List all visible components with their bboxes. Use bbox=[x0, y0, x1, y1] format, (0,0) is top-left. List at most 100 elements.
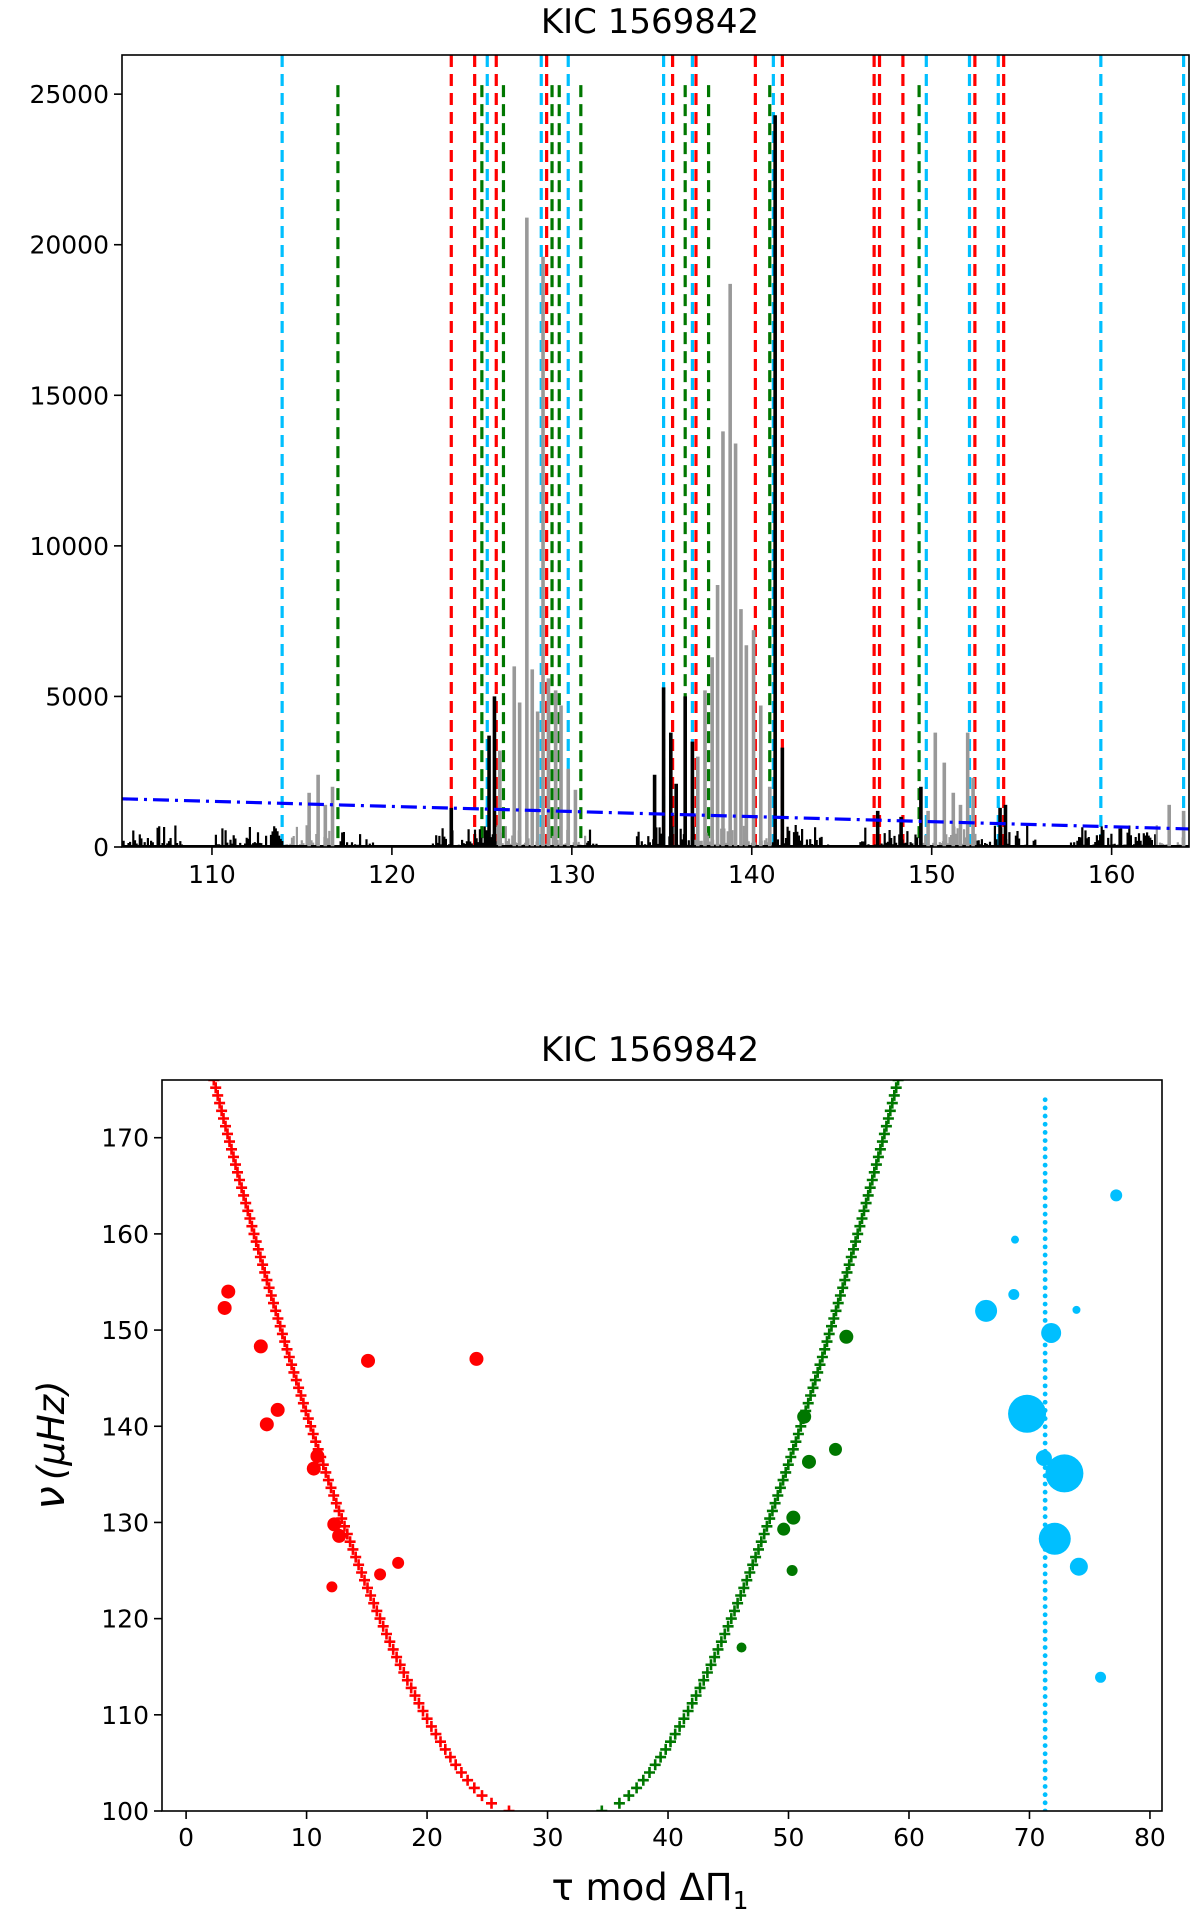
model-dot-cyan bbox=[1042, 1318, 1048, 1323]
model-dot-cyan bbox=[1042, 1784, 1048, 1789]
top-x-tick-label: 140 bbox=[728, 860, 776, 889]
model-dot-cyan bbox=[1042, 1481, 1048, 1487]
model-dot-cyan bbox=[1042, 1424, 1048, 1430]
top-x-tick-label: 120 bbox=[368, 860, 416, 889]
model-dot-cyan bbox=[1042, 1489, 1048, 1495]
model-curve-red bbox=[208, 1080, 515, 1811]
point-cyan bbox=[1008, 1394, 1047, 1433]
model-dot-cyan bbox=[1042, 1587, 1048, 1593]
top-y-tick-label: 0 bbox=[93, 833, 109, 862]
bottom-y-tick-label: 130 bbox=[101, 1508, 149, 1537]
model-dot-cyan bbox=[1042, 1285, 1048, 1291]
model-dot-cyan bbox=[1042, 1514, 1048, 1520]
point-red bbox=[221, 1284, 236, 1299]
model-dot-cyan bbox=[1042, 1391, 1048, 1397]
model-dot-cyan bbox=[1042, 1228, 1048, 1233]
bottom-x-tick-label: 10 bbox=[291, 1823, 323, 1852]
point-cyan bbox=[1041, 1322, 1062, 1343]
bottom-observed-points bbox=[217, 1189, 1123, 1683]
top-x-axis: 110 120 130 140 150 160 bbox=[188, 847, 1135, 889]
model-dot-cyan bbox=[1042, 1162, 1048, 1168]
model-dot-cyan bbox=[1042, 1203, 1048, 1209]
point-red bbox=[259, 1417, 274, 1432]
top-y-tick-label: 5000 bbox=[45, 682, 109, 711]
bottom-y-tick-label: 120 bbox=[101, 1605, 149, 1634]
model-dot-cyan bbox=[1042, 1121, 1048, 1127]
top-y-tick-label: 15000 bbox=[29, 381, 109, 410]
model-dot-cyan bbox=[1042, 1669, 1048, 1675]
model-dot-cyan bbox=[1042, 1620, 1048, 1626]
top-y-tick-label: 10000 bbox=[29, 532, 109, 561]
model-dot-cyan bbox=[1042, 1187, 1048, 1193]
point-red bbox=[253, 1339, 268, 1354]
model-dot-cyan bbox=[1042, 1710, 1048, 1716]
bottom-x-tick-label: 40 bbox=[652, 1823, 684, 1852]
point-red bbox=[332, 1528, 347, 1543]
model-dot-cyan bbox=[1042, 1694, 1048, 1699]
bottom-x-tick-label: 20 bbox=[411, 1823, 443, 1852]
bottom-y-tick-label: 170 bbox=[101, 1124, 149, 1153]
model-dot-cyan bbox=[1042, 1269, 1048, 1274]
top-x-tick-label: 110 bbox=[188, 860, 236, 889]
bottom-x-tick-label: 60 bbox=[893, 1823, 925, 1852]
model-dot-cyan bbox=[1042, 1628, 1048, 1634]
bottom-x-tick-label: 30 bbox=[532, 1823, 564, 1852]
model-dot-cyan bbox=[1042, 1399, 1048, 1405]
model-dot-cyan bbox=[1042, 1244, 1048, 1250]
top-x-tick-label: 160 bbox=[1088, 860, 1136, 889]
model-dot-cyan bbox=[1042, 1113, 1048, 1119]
point-cyan bbox=[1045, 1454, 1084, 1493]
model-dot-cyan bbox=[1042, 1309, 1048, 1315]
spectrum-noise-highlight bbox=[282, 825, 1184, 847]
point-green bbox=[797, 1409, 812, 1424]
model-dot-cyan bbox=[1042, 1661, 1048, 1667]
power-spectrum-panel: KIC 1569842 110 120 130 140 150 160 0 5000 1000… bbox=[29, 2, 1190, 889]
model-dot-cyan bbox=[1042, 1563, 1048, 1569]
model-dot-cyan bbox=[1042, 1375, 1048, 1381]
model-dot-cyan bbox=[1042, 1170, 1048, 1176]
model-dot-cyan bbox=[1042, 1751, 1048, 1757]
top-chart-title: KIC 1569842 bbox=[541, 2, 759, 42]
model-dot-cyan bbox=[1042, 1342, 1048, 1348]
model-dot-cyan bbox=[1042, 1702, 1048, 1708]
point-cyan bbox=[1069, 1557, 1088, 1576]
point-cyan bbox=[1035, 1450, 1052, 1467]
point-red bbox=[306, 1461, 321, 1476]
model-dot-cyan bbox=[1042, 1219, 1048, 1225]
model-dot-cyan bbox=[1042, 1301, 1048, 1307]
model-dot-cyan bbox=[1042, 1138, 1048, 1143]
model-dot-cyan bbox=[1042, 1555, 1048, 1560]
bottom-y-tick-label: 140 bbox=[101, 1412, 149, 1441]
model-dot-cyan bbox=[1042, 1612, 1048, 1618]
point-red bbox=[469, 1351, 484, 1366]
point-red bbox=[217, 1300, 232, 1315]
model-dot-cyan bbox=[1042, 1596, 1048, 1601]
top-plot-frame bbox=[121, 54, 1190, 848]
model-dot-cyan bbox=[1042, 1211, 1048, 1217]
background-fit-line bbox=[122, 797, 1189, 831]
model-dot-cyan bbox=[1042, 1130, 1048, 1135]
echelle-panel: KIC 1569842 0 10 20 30 40 50 60 70 80 1001101201… bbox=[25, 1030, 1166, 1915]
bottom-y-tick-label: 100 bbox=[101, 1797, 149, 1826]
model-dot-cyan bbox=[1042, 1579, 1048, 1585]
bottom-x-tick-label: 80 bbox=[1134, 1823, 1166, 1852]
point-red bbox=[327, 1517, 342, 1532]
bottom-y-axis: 100 110 120 130 140 150 160 170 bbox=[101, 1124, 162, 1826]
model-dot-cyan bbox=[1042, 1604, 1048, 1610]
model-dot-cyan bbox=[1042, 1236, 1048, 1242]
point-red bbox=[392, 1556, 405, 1569]
bottom-y-tick-label: 160 bbox=[101, 1220, 149, 1249]
model-dot-cyan bbox=[1042, 1685, 1048, 1691]
model-dot-cyan bbox=[1042, 1358, 1048, 1364]
point-green bbox=[736, 1642, 747, 1653]
model-dot-cyan bbox=[1042, 1792, 1048, 1798]
top-mode-lines bbox=[280, 55, 1186, 847]
model-dot-cyan bbox=[1042, 1759, 1048, 1765]
top-y-tick-label: 25000 bbox=[29, 80, 109, 109]
point-red bbox=[270, 1402, 285, 1417]
model-dot-cyan bbox=[1042, 1645, 1048, 1650]
bottom-model-curves bbox=[208, 1080, 1048, 1811]
model-dot-cyan bbox=[1042, 1677, 1048, 1683]
model-dot-cyan bbox=[1042, 1179, 1048, 1184]
